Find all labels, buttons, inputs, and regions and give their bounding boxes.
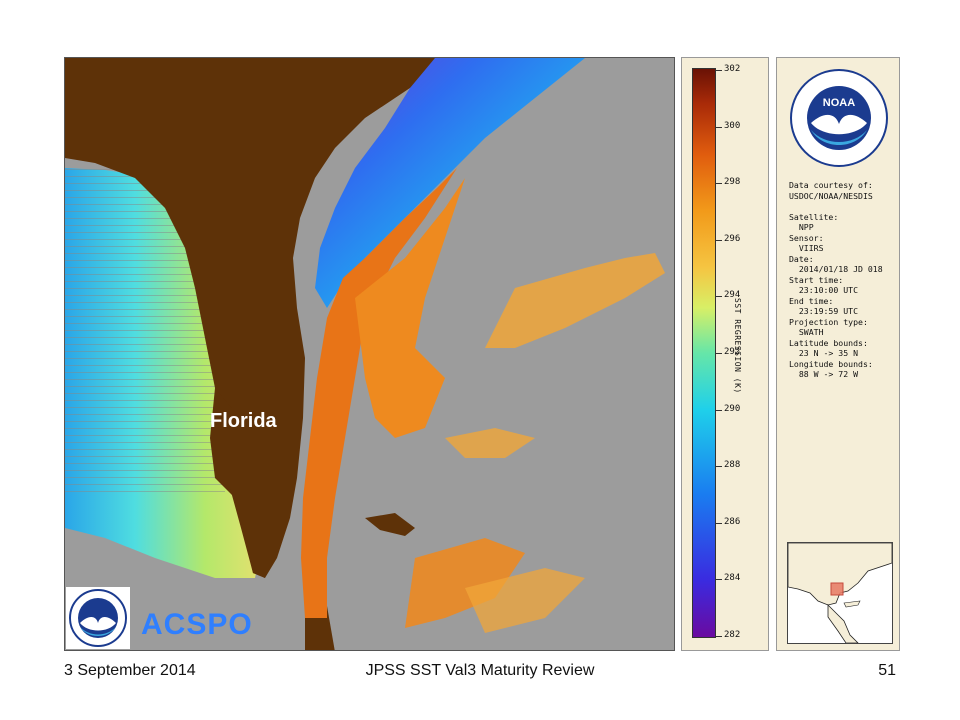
footer-title: JPSS SST Val3 Maturity Review bbox=[365, 662, 595, 679]
colorbar-tick bbox=[716, 353, 722, 354]
colorbar-tick bbox=[716, 523, 722, 524]
sensor-label: Sensor: bbox=[789, 232, 824, 243]
colorbar-tick bbox=[716, 579, 722, 580]
end-label: End time: bbox=[789, 295, 834, 306]
colorbar-tick-label: 294 bbox=[724, 290, 741, 300]
colorbar-tick-label: 288 bbox=[724, 460, 741, 470]
colorbar-tick-label: 302 bbox=[724, 64, 741, 74]
date-value: 2014/01/18 JD 018 bbox=[798, 264, 883, 274]
acspo-label: ACSPO bbox=[141, 608, 253, 641]
footer-date: 3 September 2014 bbox=[64, 662, 196, 679]
colorbar-title: SST REGRESSION (K) bbox=[733, 298, 742, 394]
page-number: 51 bbox=[878, 662, 896, 679]
locator-inset-map bbox=[787, 542, 893, 644]
colorbar-tick bbox=[716, 240, 722, 241]
metadata-text: Data courtesy of: USDOC/NOAA/NESDIS Sate… bbox=[789, 180, 883, 380]
colorbar-tick-label: 282 bbox=[724, 630, 741, 640]
lon-value: 88 W -> 72 W bbox=[798, 369, 859, 379]
colorbar-tick bbox=[716, 296, 722, 297]
colorbar-panel: SST REGRESSION (K) 302 300 298 296 294 292 290… bbox=[681, 57, 769, 651]
lat-label: Latitude bounds: bbox=[789, 337, 868, 348]
colorbar-tick-label: 290 bbox=[724, 404, 741, 414]
colorbar-tick-label: 292 bbox=[724, 347, 741, 357]
noaa-logo: NOAA bbox=[790, 69, 888, 167]
projection-label: Projection type: bbox=[789, 316, 868, 327]
florida-label: Florida bbox=[210, 410, 277, 432]
colorbar-tick bbox=[716, 70, 722, 71]
colorbar-tick-label: 286 bbox=[724, 517, 741, 527]
colorbar-tick-label: 296 bbox=[724, 234, 741, 244]
colorbar-tick bbox=[716, 410, 722, 411]
end-value: 23:19:59 UTC bbox=[798, 306, 859, 316]
info-panel: NOAA Data courtesy of: USDOC/NOAA/NESDIS… bbox=[776, 57, 900, 651]
inset-region-box bbox=[830, 582, 844, 596]
colorbar bbox=[692, 68, 716, 638]
colorbar-tick-label: 300 bbox=[724, 121, 741, 131]
projection-value: SWATH bbox=[798, 327, 824, 337]
satellite-value: NPP bbox=[798, 222, 814, 232]
courtesy-line1: Data courtesy of: bbox=[789, 180, 873, 190]
colorbar-tick-label: 298 bbox=[724, 177, 741, 187]
colorbar-tick bbox=[716, 636, 722, 637]
satellite-label: Satellite: bbox=[789, 211, 839, 222]
sst-map-image bbox=[65, 58, 674, 650]
date-label: Date: bbox=[789, 253, 814, 264]
sensor-value: VIIRS bbox=[798, 243, 824, 253]
start-value: 23:10:00 UTC bbox=[798, 285, 859, 295]
colorbar-tick bbox=[716, 466, 722, 467]
noaa-logo-text: NOAA bbox=[823, 97, 855, 109]
lon-label: Longitude bounds: bbox=[789, 358, 873, 369]
sst-map bbox=[64, 57, 675, 651]
lat-value: 23 N -> 35 N bbox=[798, 348, 859, 358]
colorbar-tick-label: 284 bbox=[724, 573, 741, 583]
courtesy-line2: USDOC/NOAA/NESDIS bbox=[789, 190, 873, 201]
start-label: Start time: bbox=[789, 274, 844, 285]
colorbar-tick bbox=[716, 127, 722, 128]
noaa-logo-small bbox=[66, 587, 130, 649]
colorbar-tick bbox=[716, 183, 722, 184]
